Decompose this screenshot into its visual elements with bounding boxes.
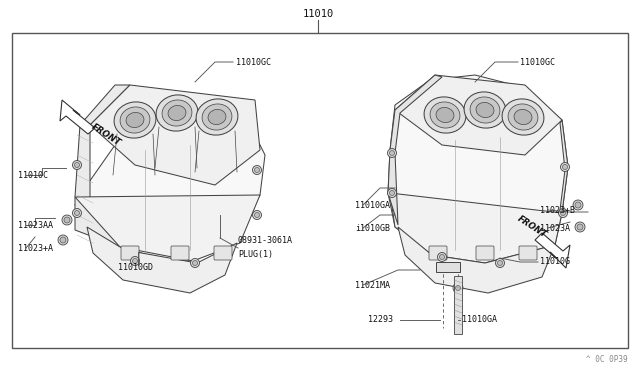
Circle shape (563, 164, 568, 170)
Polygon shape (75, 100, 265, 260)
Circle shape (255, 167, 259, 173)
Text: 08931-3061A: 08931-3061A (238, 235, 293, 244)
Text: FRONT: FRONT (90, 122, 123, 148)
Ellipse shape (196, 99, 238, 135)
FancyBboxPatch shape (519, 246, 537, 260)
Ellipse shape (430, 102, 460, 128)
Polygon shape (530, 120, 568, 247)
Circle shape (387, 148, 397, 157)
Circle shape (438, 253, 447, 262)
Polygon shape (388, 75, 442, 225)
Ellipse shape (476, 102, 494, 118)
Circle shape (72, 208, 81, 218)
Text: PLUG(1): PLUG(1) (238, 250, 273, 260)
Ellipse shape (436, 108, 454, 122)
Ellipse shape (168, 105, 186, 121)
Circle shape (577, 224, 583, 230)
Ellipse shape (120, 107, 150, 133)
FancyBboxPatch shape (171, 246, 189, 260)
Bar (436, 262, 460, 272)
Circle shape (132, 259, 138, 263)
Ellipse shape (464, 92, 506, 128)
Polygon shape (87, 227, 237, 293)
Ellipse shape (202, 104, 232, 130)
Circle shape (561, 211, 566, 215)
Circle shape (387, 189, 397, 198)
Polygon shape (90, 85, 260, 185)
Text: 11023AA: 11023AA (18, 221, 53, 230)
FancyBboxPatch shape (476, 246, 494, 260)
Text: i1010GB: i1010GB (355, 224, 390, 232)
Circle shape (58, 235, 68, 245)
Circle shape (575, 222, 585, 232)
Text: 11010GC: 11010GC (236, 58, 271, 67)
Circle shape (255, 212, 259, 218)
Circle shape (453, 283, 463, 293)
Circle shape (495, 259, 504, 267)
Text: 11023+A: 11023+A (18, 244, 53, 253)
Circle shape (191, 259, 200, 267)
Ellipse shape (514, 109, 532, 125)
Text: 11010C: 11010C (18, 170, 48, 180)
Polygon shape (388, 75, 568, 263)
FancyBboxPatch shape (214, 246, 232, 260)
Text: 12293: 12293 (368, 315, 393, 324)
Polygon shape (535, 233, 570, 268)
Text: 11010GA: 11010GA (355, 201, 390, 209)
Ellipse shape (508, 104, 538, 130)
Circle shape (131, 257, 140, 266)
Polygon shape (390, 193, 562, 263)
Polygon shape (75, 195, 260, 261)
Circle shape (253, 211, 262, 219)
Circle shape (74, 163, 79, 167)
Ellipse shape (502, 99, 544, 135)
Text: 11010G: 11010G (540, 257, 570, 266)
Circle shape (390, 151, 394, 155)
Circle shape (561, 163, 570, 171)
Text: ^ 0C 0P39: ^ 0C 0P39 (586, 356, 628, 365)
Bar (454, 276, 462, 334)
Circle shape (390, 190, 394, 196)
Polygon shape (75, 85, 130, 247)
Ellipse shape (424, 97, 466, 133)
Ellipse shape (156, 95, 198, 131)
Text: 11010GD: 11010GD (118, 263, 153, 273)
Bar (12, 33, 628, 348)
Circle shape (456, 285, 461, 291)
Circle shape (72, 160, 81, 170)
Text: 11010GA: 11010GA (462, 315, 497, 324)
Circle shape (559, 208, 568, 218)
Circle shape (573, 200, 583, 210)
Ellipse shape (126, 112, 144, 128)
Text: 11023A: 11023A (540, 224, 570, 232)
Text: 11023+B: 11023+B (540, 205, 575, 215)
Circle shape (253, 166, 262, 174)
Circle shape (497, 260, 502, 266)
Ellipse shape (208, 109, 226, 125)
Text: FRONT: FRONT (515, 215, 548, 240)
Circle shape (440, 254, 445, 260)
Circle shape (193, 260, 198, 266)
Ellipse shape (114, 102, 156, 138)
Text: 11010: 11010 (302, 9, 333, 19)
FancyBboxPatch shape (429, 246, 447, 260)
Polygon shape (398, 227, 555, 293)
Circle shape (62, 215, 72, 225)
Text: 11010GC: 11010GC (520, 58, 555, 67)
FancyBboxPatch shape (121, 246, 139, 260)
Circle shape (575, 202, 581, 208)
Text: 11021MA: 11021MA (355, 280, 390, 289)
Circle shape (60, 237, 66, 243)
Ellipse shape (470, 97, 500, 123)
Polygon shape (60, 100, 95, 134)
Circle shape (64, 217, 70, 223)
Circle shape (74, 211, 79, 215)
Ellipse shape (162, 100, 192, 126)
Polygon shape (395, 75, 562, 155)
